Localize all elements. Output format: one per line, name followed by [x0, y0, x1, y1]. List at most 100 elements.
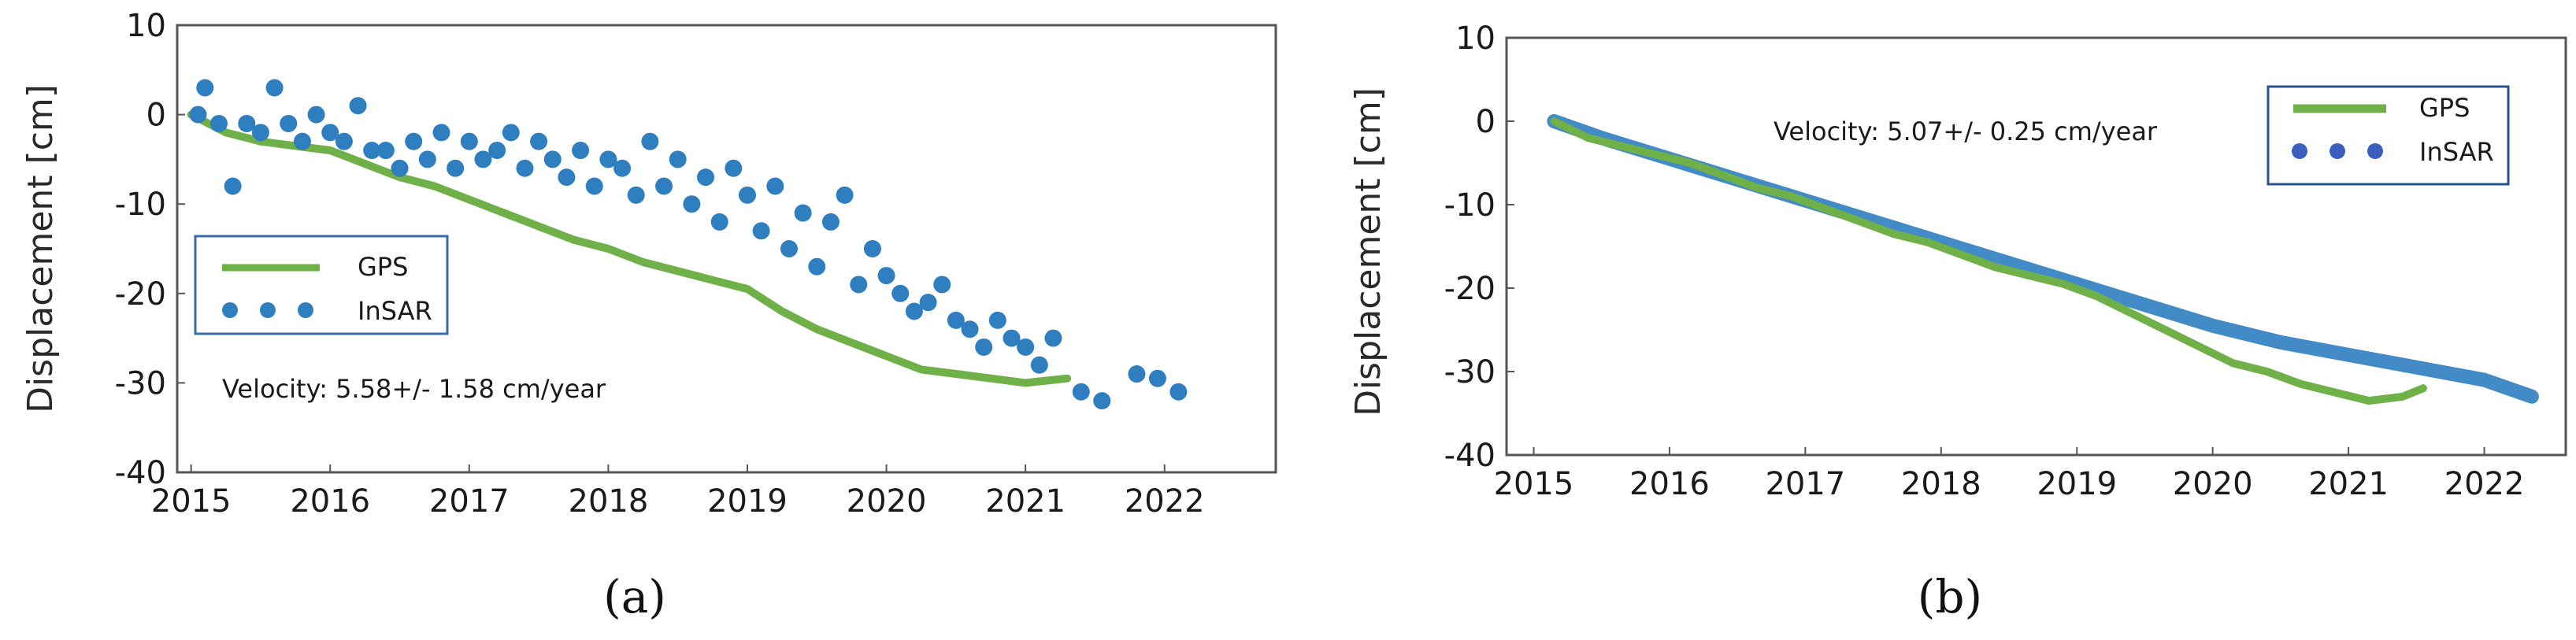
insar-point	[766, 177, 784, 195]
insar-point	[363, 142, 381, 160]
y-tick-label: -40	[115, 455, 166, 491]
insar-point	[697, 168, 715, 187]
y-tick-label: 10	[126, 8, 166, 44]
legend-box-a	[194, 235, 449, 335]
x-tick-label: 2022	[2444, 466, 2525, 502]
x-tick-label: 2015	[151, 483, 232, 520]
insar-point	[627, 186, 645, 204]
insar-point	[488, 142, 506, 160]
insar-point	[189, 105, 207, 124]
plot-frame-a	[176, 24, 1277, 474]
insar-point	[349, 97, 367, 115]
x-tick-label: 2016	[1629, 466, 1710, 502]
y-axis-ticks-a: 10 0 -10 -20 -30 -40	[115, 8, 185, 491]
velocity-annotation-b: Velocity: 5.07+/- 0.25 cm/year	[1774, 117, 2158, 146]
insar-point	[447, 159, 465, 177]
insar-point	[460, 132, 478, 150]
insar-point	[947, 311, 965, 329]
y-tick-label: -30	[1444, 354, 1496, 390]
insar-point	[683, 195, 701, 213]
x-tick-label: 2020	[847, 483, 927, 520]
panel-caption-a: (a)	[603, 570, 666, 623]
insar-point	[238, 114, 256, 132]
velocity-annotation-a: Velocity: 5.58+/- 1.58 cm/year	[222, 374, 606, 404]
insar-point	[891, 284, 910, 302]
y-tick-label: -40	[1444, 438, 1496, 474]
insar-point	[863, 240, 881, 257]
insar-point	[376, 142, 395, 160]
x-tick-label: 2020	[2173, 466, 2253, 502]
insar-point	[1003, 329, 1021, 347]
insar-point	[502, 124, 520, 142]
insar-point	[418, 150, 436, 168]
legend-label-insar-a: InSAR	[358, 296, 432, 326]
panel-b: 10 0 -10 -20 -30 -40 2015 2016 2017 2018 2019 2020…	[1348, 20, 2567, 623]
legend-label-gps-b: GPS	[2419, 93, 2470, 123]
x-tick-label: 2016	[290, 483, 370, 520]
insar-point	[307, 105, 325, 124]
insar-point	[919, 294, 937, 312]
legend-swatch-insar-b-2	[2330, 143, 2345, 159]
insar-point	[585, 177, 603, 195]
insar-point	[530, 132, 548, 150]
insar-point	[391, 159, 409, 177]
insar-point	[933, 276, 951, 294]
insar-point	[988, 311, 1006, 329]
x-tick-label: 2019	[707, 483, 788, 520]
insar-point	[543, 150, 562, 168]
insar-point	[1093, 392, 1111, 410]
y-axis-label-a: Displacement [cm]	[20, 84, 61, 413]
legend-label-insar-b: InSAR	[2419, 137, 2494, 167]
insar-point	[572, 142, 590, 160]
insar-point	[1044, 329, 1062, 347]
x-axis-ticks-b: 2015 2016 2017 2018 2019 2020 2021 2022	[1494, 447, 2525, 502]
y-axis-ticks-b: 10 0 -10 -20 -30 -40	[1444, 20, 1514, 474]
gps-line	[1550, 117, 2427, 405]
insar-point	[280, 114, 298, 132]
insar-point	[251, 124, 269, 142]
insar-point	[599, 150, 617, 168]
insar-point	[808, 257, 826, 276]
legend-swatch-insar-a-3	[298, 302, 313, 318]
insar-point	[293, 132, 311, 150]
insar-point	[1169, 383, 1188, 401]
insar-point	[905, 302, 923, 320]
insar-point	[877, 267, 895, 285]
insar-point	[209, 114, 228, 132]
panel-caption-b: (b)	[1918, 570, 1982, 623]
x-tick-label: 2018	[569, 483, 649, 520]
legend-swatch-insar-a-1	[222, 302, 238, 318]
panel-a: 10 0 -10 -20 -30 -40 2015 2016 2017 2018 2019 2020…	[20, 8, 1277, 623]
gps-series-a	[187, 110, 1072, 387]
y-tick-label: -20	[1444, 271, 1496, 307]
y-tick-label: 0	[146, 98, 166, 134]
insar-point	[432, 124, 450, 142]
y-tick-label: -30	[115, 365, 166, 401]
y-tick-label: -20	[115, 276, 166, 313]
legend-label-gps-a: GPS	[358, 252, 408, 282]
x-tick-label: 2022	[1125, 483, 1205, 520]
insar-point	[850, 276, 868, 294]
x-tick-label: 2021	[985, 483, 1066, 520]
x-tick-label: 2018	[1901, 466, 1981, 502]
legend-swatch-insar-a-2	[260, 302, 276, 318]
legend-swatch-insar-b-1	[2292, 143, 2307, 159]
insar-point	[558, 168, 576, 187]
y-tick-label: 10	[1455, 20, 1496, 57]
insar-point	[613, 159, 632, 177]
gps-line	[187, 110, 1072, 387]
insar-point	[725, 159, 743, 177]
x-tick-label: 2019	[2037, 466, 2117, 502]
insar-point	[780, 240, 798, 257]
y-axis-label-b: Displacement [cm]	[1348, 87, 1388, 416]
x-tick-label: 2017	[1765, 466, 1845, 502]
legend-swatch-insar-b-3	[2367, 143, 2383, 159]
insar-point	[405, 132, 423, 150]
x-tick-label: 2017	[429, 483, 510, 520]
insar-point	[196, 79, 214, 97]
insar-point	[961, 320, 979, 338]
insar-point	[641, 132, 659, 150]
plot-frame-b	[1505, 36, 2567, 457]
legend-b: GPS InSAR	[2267, 85, 2510, 186]
